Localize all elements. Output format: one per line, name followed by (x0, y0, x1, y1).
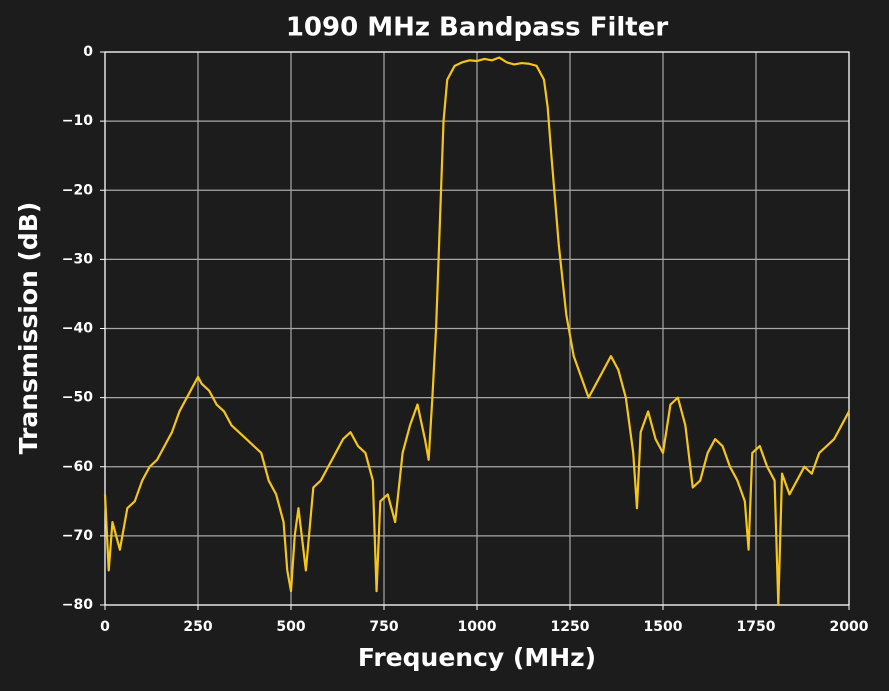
chart-title: 1090 MHz Bandpass Filter (286, 13, 669, 43)
x-axis-label: Frequency (MHz) (358, 643, 596, 672)
x-tick-label: 750 (369, 619, 398, 635)
y-tick-label: −10 (62, 113, 93, 129)
x-tick-label: 1750 (737, 619, 776, 635)
x-tick-label: 250 (183, 619, 212, 635)
y-tick-label: −80 (62, 597, 93, 613)
x-tick-label: 1500 (644, 619, 683, 635)
plot-frame (104, 51, 850, 606)
x-tick-label: 0 (100, 619, 110, 635)
y-axis-label: Transmission (dB) (14, 202, 43, 455)
y-tick-label: −40 (62, 321, 93, 337)
y-tick-label: −60 (62, 459, 93, 475)
x-tick-label: 1000 (458, 619, 497, 635)
data-line (103, 56, 850, 607)
y-tick-label: −30 (62, 251, 93, 267)
x-tick-label: 1250 (551, 619, 590, 635)
x-tick-label: 500 (276, 619, 305, 635)
x-tick-label: 2000 (830, 619, 869, 635)
y-tick-label: −20 (62, 182, 93, 198)
y-tick-label: −50 (62, 390, 93, 406)
y-tick-label: 0 (83, 44, 93, 60)
y-tick-label: −70 (62, 528, 93, 544)
